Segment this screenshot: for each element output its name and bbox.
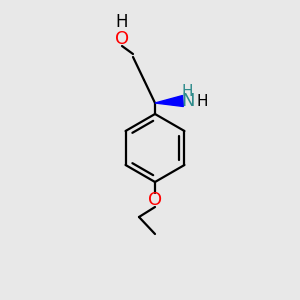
Text: N: N: [181, 92, 195, 110]
Text: H: H: [116, 13, 128, 31]
Polygon shape: [155, 95, 183, 106]
Text: O: O: [148, 191, 162, 209]
Text: O: O: [115, 30, 129, 48]
Text: H: H: [196, 94, 208, 109]
Text: H: H: [181, 83, 193, 98]
